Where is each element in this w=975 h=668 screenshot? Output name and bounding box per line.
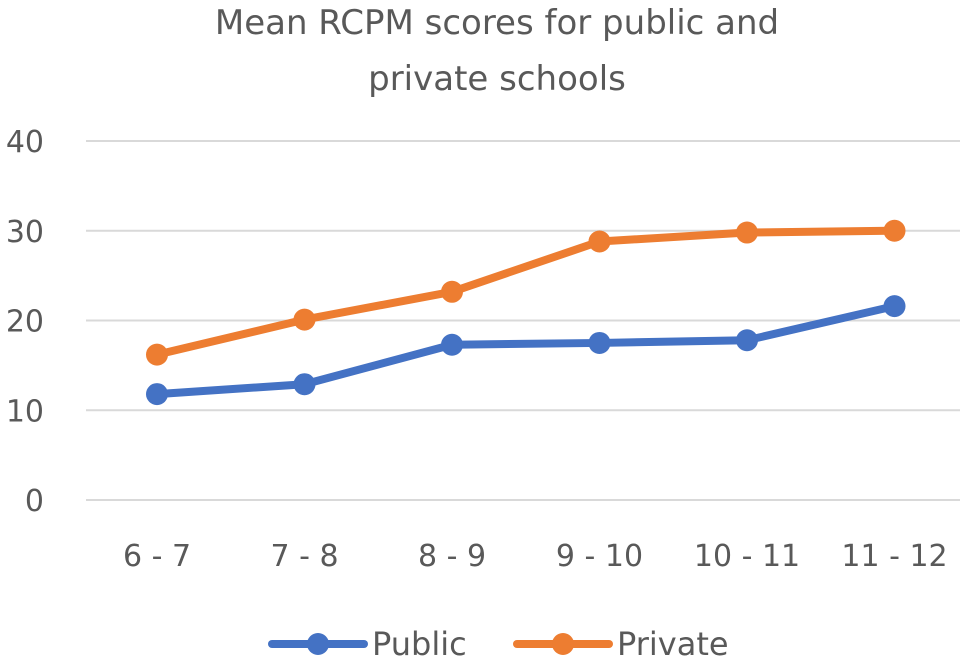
series-private — [146, 219, 906, 366]
data-point-private-4 — [736, 221, 758, 244]
x-tick-label-0: 6 - 7 — [123, 539, 191, 574]
legend-swatch-marker-public — [307, 633, 329, 655]
data-point-public-3 — [588, 331, 611, 354]
x-tick-label-5: 11 - 12 — [841, 539, 947, 574]
x-tick-label-4: 10 - 11 — [694, 539, 800, 574]
legend-label-private: Private — [617, 625, 729, 663]
data-point-public-1 — [293, 373, 316, 396]
x-tick-label-2: 8 - 9 — [418, 539, 486, 574]
data-point-private-3 — [588, 230, 611, 253]
y-tick-label-20: 20 — [6, 305, 44, 340]
y-tick-label-0: 0 — [25, 484, 44, 519]
x-tick-label-1: 7 - 8 — [270, 539, 338, 574]
x-tick-label-3: 9 - 10 — [556, 539, 643, 574]
legend-label-public: Public — [372, 625, 467, 663]
data-point-public-2 — [441, 333, 463, 356]
series-public — [146, 295, 906, 406]
legend-swatch-marker-private — [552, 633, 574, 655]
chart-title: Mean RCPM scores for public and private … — [215, 3, 779, 99]
y-tick-label-10: 10 — [6, 394, 44, 429]
data-point-private-2 — [441, 280, 463, 303]
y-tick-label-30: 30 — [6, 215, 44, 250]
data-point-public-0 — [146, 383, 168, 406]
x-axis-tick-labels: 6 - 7 7 - 8 8 - 9 9 - 10 10 - 11 11 - 12 — [123, 539, 948, 574]
series-line-public — [153, 302, 899, 399]
chart-title-line-1: Mean RCPM scores for public and — [215, 3, 779, 43]
legend-item-public: Public — [268, 625, 467, 663]
y-tick-label-40: 40 — [6, 125, 44, 160]
data-point-private-0 — [146, 343, 168, 366]
chart-title-line-2: private schools — [368, 59, 626, 99]
data-point-private-1 — [293, 308, 316, 331]
data-point-public-4 — [736, 329, 758, 352]
legend-item-private: Private — [513, 625, 729, 663]
series-layer — [146, 219, 906, 406]
series-line-private — [153, 226, 899, 359]
data-point-public-5 — [883, 295, 906, 318]
data-point-private-5 — [883, 219, 906, 242]
y-axis-tick-labels: 0 10 20 30 40 — [6, 125, 44, 519]
legend: Public Private — [268, 625, 729, 663]
